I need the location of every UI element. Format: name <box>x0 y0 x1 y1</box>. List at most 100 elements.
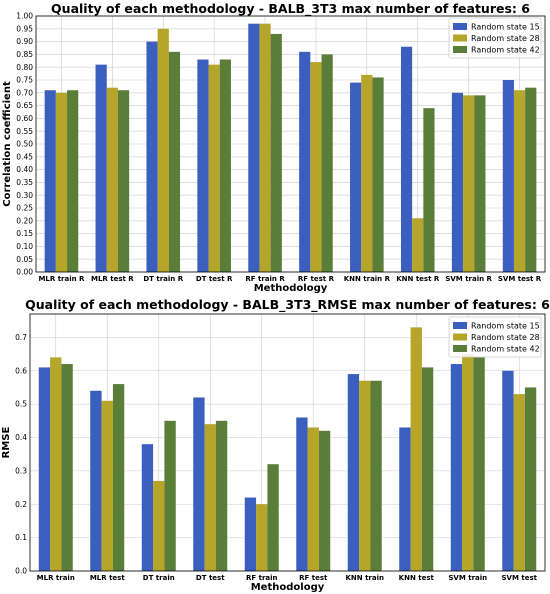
bar <box>90 390 102 571</box>
bar <box>296 417 308 571</box>
x-tick-label: DT test R <box>196 275 233 283</box>
bar <box>153 480 165 571</box>
bar <box>101 400 113 571</box>
bar <box>347 374 360 571</box>
x-tick-label: KNN test R <box>396 275 440 283</box>
bar <box>256 504 268 571</box>
bar <box>67 90 79 273</box>
bar <box>248 23 260 273</box>
x-tick-label: SVM train R <box>445 275 492 283</box>
y-tick-label: 0.40 <box>16 165 33 174</box>
bar <box>215 420 228 571</box>
bar <box>267 464 279 571</box>
legend: Random state 15 Random state 28 Random sta… <box>448 17 542 59</box>
chart-panel-1: 0.00 0.05 0.10 0.15 0.20 0.25 0.30 0.35 0.40 0.45… <box>2 1 546 294</box>
x-tick-label: DT train R <box>143 275 183 283</box>
y-tick-label: 0.90 <box>16 37 33 46</box>
y-tick-label: 0.55 <box>16 127 33 136</box>
bar <box>112 384 125 571</box>
bar <box>208 64 220 272</box>
plot-frame <box>29 313 546 572</box>
bar <box>164 420 176 571</box>
bar <box>44 90 56 273</box>
legend-box <box>448 316 542 358</box>
y-tick-label: 0.95 <box>16 24 33 33</box>
bar <box>270 33 282 272</box>
bar <box>244 497 257 571</box>
bar <box>197 59 209 272</box>
bar <box>50 357 62 571</box>
x-tick-label: RF test R <box>298 275 335 283</box>
y-tick-label: 1.00 <box>16 12 33 21</box>
bar <box>310 62 322 272</box>
chart-title: Quality of each methodology - BALB_3T3 m… <box>51 1 530 17</box>
bar <box>307 427 319 571</box>
y-tick-label: 0.35 <box>16 178 33 187</box>
bar <box>106 87 118 273</box>
x-tick-label: MLR test R <box>91 275 134 283</box>
bar <box>117 90 130 273</box>
bar <box>193 397 205 571</box>
bar <box>299 51 311 273</box>
bar <box>157 28 169 272</box>
y-tick-label: 0.85 <box>16 50 33 59</box>
legend-swatch <box>453 345 467 352</box>
y-tick-label: 0.7 <box>15 333 27 342</box>
bar <box>372 77 384 272</box>
bar <box>400 46 413 272</box>
bar <box>451 92 464 272</box>
x-axis-label: Methodology <box>254 283 328 294</box>
bar <box>321 54 333 273</box>
legend-box <box>448 17 542 59</box>
x-tick-label: MLR test <box>90 574 126 582</box>
bar <box>473 357 485 571</box>
x-tick-label: KNN test <box>399 574 435 582</box>
y-tick-label: 0.50 <box>16 140 33 149</box>
legend-swatch <box>453 46 467 53</box>
bar <box>423 108 435 272</box>
bar <box>95 64 107 272</box>
x-tick-label: RF train R <box>245 275 285 283</box>
bar <box>370 380 382 571</box>
y-tick-label: 0.00 <box>16 268 33 277</box>
plot-frame <box>35 15 546 273</box>
y-tick-label: 0.70 <box>16 88 33 97</box>
y-tick-label: 0.3 <box>15 466 27 475</box>
bar <box>450 364 463 571</box>
y-tick-label: 0.1 <box>15 533 27 542</box>
bar <box>525 87 537 273</box>
bar <box>502 80 514 272</box>
y-tick-label: 0.0 <box>15 567 27 576</box>
bar <box>318 430 331 571</box>
y-tick-label: 0.20 <box>16 216 33 225</box>
bar <box>412 218 424 272</box>
bar <box>399 427 411 571</box>
x-tick-label: SVM train <box>448 574 487 582</box>
y-tick-label: 0.45 <box>16 152 33 161</box>
bar <box>38 367 51 571</box>
bar <box>513 394 525 571</box>
y-tick-label: 0.75 <box>16 76 33 85</box>
x-tick-label: SVM test R <box>498 275 542 283</box>
bar <box>474 95 486 272</box>
legend-swatch <box>453 34 467 42</box>
bar <box>204 424 216 571</box>
bar <box>61 364 73 571</box>
bar <box>513 90 526 273</box>
x-tick-label: SVM test <box>502 574 538 582</box>
y-tick-label: 0.15 <box>16 229 33 238</box>
x-tick-label: KNN train R <box>344 275 391 283</box>
y-tick-label: 0.05 <box>16 255 33 264</box>
bar <box>141 444 154 571</box>
y-tick-label: 0.2 <box>15 500 27 509</box>
bar <box>146 41 158 272</box>
y-tick-label: 0.80 <box>16 63 33 72</box>
legend-swatch <box>453 333 467 341</box>
bar <box>168 51 181 273</box>
y-tick-label: 0.5 <box>15 400 27 409</box>
bar <box>410 327 422 571</box>
bar <box>421 367 434 571</box>
chart-title: Quality of each methodology - BALB_3T3_R… <box>25 297 550 313</box>
legend-swatch <box>453 322 467 329</box>
